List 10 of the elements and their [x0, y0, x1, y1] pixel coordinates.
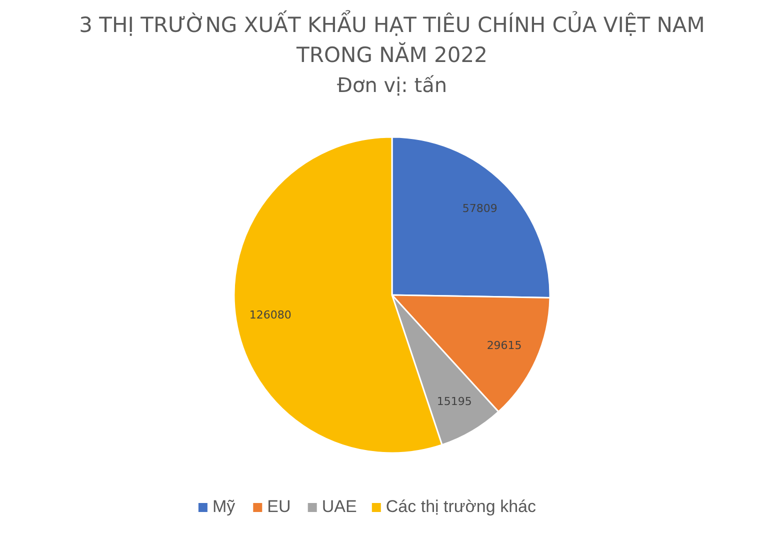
legend-label: EU	[267, 497, 291, 516]
chart-title: 3 THỊ TRƯỜNG XUẤT KHẨU HẠT TIÊU CHÍNH CỦA VIỆT NAM TRONG NĂM 2022	[79, 10, 705, 67]
data-label: 15195	[436, 394, 472, 408]
chart-subtitle: Đơn vị: tấn	[336, 73, 448, 97]
data-label: 126080	[249, 308, 292, 322]
data-label: 57809	[462, 202, 498, 216]
legend-label: Các thị trường khác	[386, 497, 536, 516]
data-label: 29615	[486, 339, 522, 352]
legend-label: Mỹ	[212, 497, 236, 516]
legend-label: UAE	[322, 497, 357, 516]
